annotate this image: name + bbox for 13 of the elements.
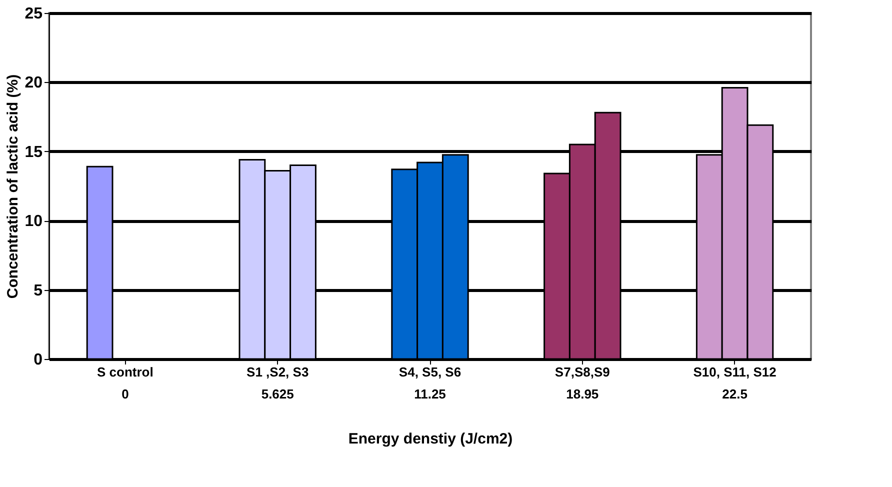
y-tick-label: 15: [24, 144, 43, 161]
x-tick-label: S4, S5, S6 11.25: [398, 364, 462, 402]
y-tick-label: 0: [34, 352, 43, 368]
x-tick-label: S7,S8,S9 18.95: [554, 364, 610, 402]
y-tick-label: 20: [24, 74, 43, 92]
x-tick-label: S control 0: [97, 364, 154, 402]
x-tick-label: S10, S11, S12 22.5: [693, 364, 776, 402]
x-tick-label: S1 ,S2, S3 5.625: [246, 364, 309, 402]
y-tick-label: 5: [34, 282, 43, 300]
x-axis-title: Energy denstiy (J/cm2): [348, 430, 513, 448]
y-tick-label: 10: [24, 213, 43, 230]
y-axis-title: Concentration of lactic acid (%): [4, 74, 22, 299]
y-tick-label: 25: [24, 6, 43, 22]
